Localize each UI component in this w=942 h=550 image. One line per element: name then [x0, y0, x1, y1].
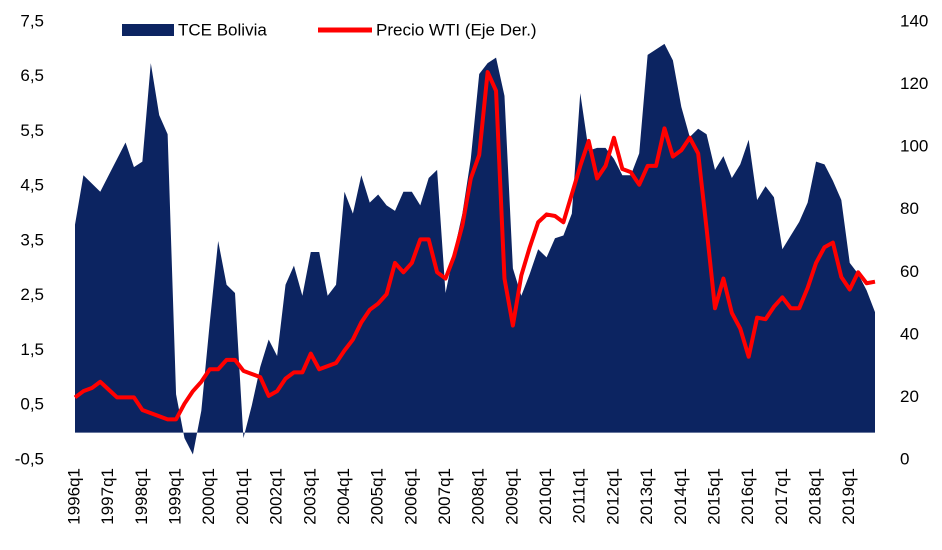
y2-tick-label: 100: [900, 137, 928, 156]
x-tick-label: 2009q1: [502, 468, 521, 525]
x-tick-label: 2012q1: [603, 468, 622, 525]
x-tick-label: 2017q1: [772, 468, 791, 525]
legend-swatch: [122, 24, 174, 36]
x-tick-label: 2011q1: [570, 468, 589, 523]
x-tick-label: 2002q1: [267, 468, 286, 525]
x-tick-label: 2016q1: [738, 468, 757, 525]
y-tick-label: 1,5: [20, 340, 44, 359]
legend-label: Precio WTI (Eje Der.): [376, 20, 537, 39]
y-tick-label: 4,5: [20, 176, 44, 195]
x-tick-label: 2005q1: [368, 468, 387, 525]
y2-tick-label: 120: [900, 74, 928, 93]
x-tick-label: 1999q1: [166, 468, 185, 525]
y2-tick-label: 0: [900, 449, 909, 468]
x-tick-label: 2004q1: [334, 468, 353, 525]
x-tick-label: 2019q1: [839, 468, 858, 525]
y-tick-label: 0,5: [20, 395, 44, 414]
x-tick-label: 2015q1: [704, 468, 723, 525]
x-tick-label: 2008q1: [469, 468, 488, 525]
x-tick-label: 2000q1: [199, 468, 218, 525]
x-tick-label: 2013q1: [637, 468, 656, 525]
x-tick-label: 2007q1: [435, 468, 454, 525]
x-tick-label: 1996q1: [64, 468, 83, 525]
y2-tick-label: 140: [900, 11, 928, 30]
y-tick-label: 5,5: [20, 121, 44, 140]
y-tick-label: 6,5: [20, 66, 44, 85]
y2-tick-label: 20: [900, 387, 919, 406]
x-tick-label: 2010q1: [536, 468, 555, 525]
y-tick-label: 2,5: [20, 285, 44, 304]
legend-label: TCE Bolivia: [178, 20, 267, 39]
line: [73, 70, 876, 422]
y-tick-label: -0,5: [15, 449, 44, 468]
x-tick-label: 2006q1: [401, 468, 420, 525]
x-tick-label: 1997q1: [98, 468, 117, 525]
x-tick-label: 2014q1: [671, 468, 690, 525]
x-tick-label: 2003q1: [300, 468, 319, 525]
y2-tick-label: 60: [900, 262, 919, 281]
x-tick-label: 2018q1: [806, 468, 825, 525]
area: [75, 43, 875, 455]
x-tick-label: 2001q1: [233, 468, 252, 525]
y2-tick-label: 80: [900, 199, 919, 218]
y-tick-label: 7,5: [20, 11, 44, 30]
y-tick-label: 3,5: [20, 230, 44, 249]
x-tick-label: 1998q1: [132, 468, 151, 525]
y2-tick-label: 40: [900, 324, 919, 343]
